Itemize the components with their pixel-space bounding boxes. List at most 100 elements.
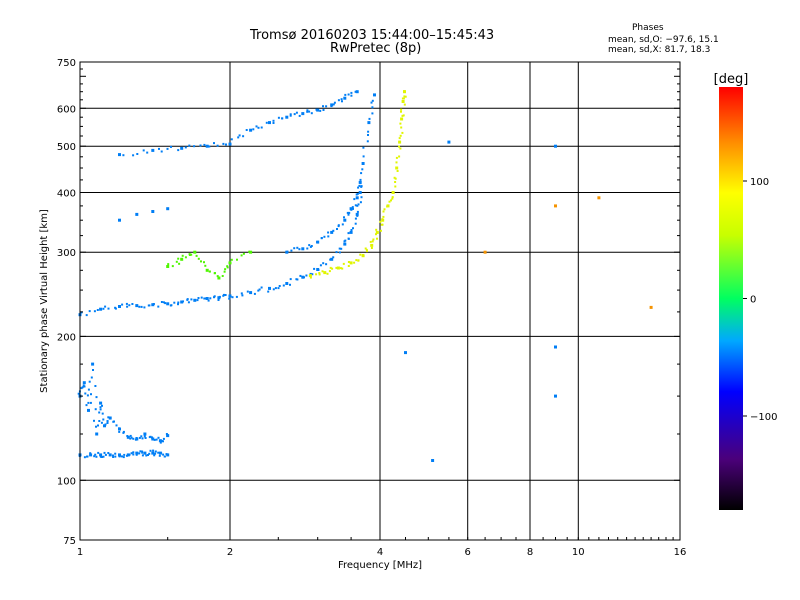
data-point — [240, 292, 243, 295]
data-point — [375, 230, 379, 234]
data-point — [348, 211, 351, 214]
data-point — [398, 140, 402, 144]
data-point — [131, 303, 134, 305]
data-point — [88, 380, 91, 383]
data-point — [379, 229, 382, 232]
data-point — [344, 239, 347, 242]
data-point — [166, 207, 170, 211]
data-point — [184, 146, 187, 149]
data-point — [347, 237, 350, 240]
data-point — [157, 451, 160, 454]
data-point — [245, 129, 248, 131]
data-point — [177, 257, 180, 260]
data-point — [108, 453, 112, 457]
data-point — [308, 110, 311, 113]
data-point — [329, 266, 332, 269]
data-point — [114, 452, 117, 455]
data-point — [325, 105, 328, 108]
data-point — [351, 206, 354, 209]
data-point — [228, 261, 232, 265]
data-point — [268, 286, 271, 290]
data-point — [128, 453, 131, 456]
data-point — [107, 452, 110, 454]
data-point — [431, 459, 435, 462]
data-point — [228, 297, 231, 300]
data-point — [103, 424, 106, 428]
data-point — [554, 144, 557, 148]
data-point — [177, 303, 179, 306]
data-point — [180, 300, 184, 304]
data-point — [186, 298, 189, 301]
data-point — [649, 305, 653, 309]
data-point — [135, 304, 139, 308]
data-point — [322, 262, 325, 265]
data-point — [293, 113, 296, 116]
data-point — [289, 278, 292, 281]
data-point — [104, 453, 107, 456]
data-point — [207, 299, 210, 302]
data-point — [237, 136, 240, 139]
data-point — [399, 147, 402, 150]
data-point — [85, 314, 88, 317]
data-point — [193, 145, 196, 148]
data-point — [358, 180, 362, 184]
data-point — [188, 254, 191, 256]
data-point — [394, 181, 397, 183]
data-point — [130, 452, 133, 455]
data-point — [306, 109, 309, 112]
data-point — [129, 434, 132, 437]
data-point — [362, 155, 365, 158]
data-point — [139, 450, 142, 453]
data-point — [308, 274, 312, 278]
data-point — [99, 401, 103, 405]
data-point — [393, 176, 396, 179]
data-point — [151, 437, 155, 441]
data-point — [404, 351, 407, 355]
data-point — [118, 218, 121, 222]
data-point — [366, 140, 369, 143]
data-point — [367, 121, 371, 125]
data-point — [323, 235, 326, 238]
y-tick-label: 500 — [57, 142, 76, 153]
data-point — [382, 215, 385, 218]
data-point — [106, 420, 109, 423]
data-point — [151, 210, 155, 213]
data-point — [347, 93, 350, 96]
data-point — [360, 196, 363, 199]
y-tick-label: 100 — [57, 476, 76, 487]
data-point — [235, 295, 238, 298]
data-point — [285, 115, 289, 119]
data-point — [335, 251, 338, 254]
data-point — [180, 146, 184, 150]
data-point — [170, 304, 173, 307]
data-point — [101, 456, 103, 458]
data-point — [151, 436, 154, 439]
data-point — [182, 300, 184, 303]
data-point — [197, 257, 200, 260]
data-point — [94, 453, 97, 456]
data-point — [138, 436, 141, 439]
y-tick-label: 400 — [57, 189, 76, 200]
data-point — [92, 369, 94, 371]
data-point — [112, 456, 115, 458]
x-tick-label: 4 — [377, 547, 383, 558]
data-point — [102, 418, 105, 421]
data-point — [97, 451, 100, 454]
colorbar-label: [deg] — [714, 72, 749, 87]
data-point — [158, 439, 162, 443]
data-point — [346, 211, 349, 214]
y-tick-label: 600 — [57, 104, 76, 115]
data-point — [357, 259, 360, 262]
data-point — [340, 247, 343, 250]
data-point — [369, 240, 372, 243]
data-point — [109, 417, 112, 420]
data-point — [375, 233, 377, 236]
data-point — [286, 250, 289, 253]
data-point — [296, 246, 299, 249]
data-point — [401, 97, 404, 100]
data-point — [180, 257, 184, 261]
data-point — [181, 254, 184, 257]
data-point — [253, 292, 256, 295]
colorbar-tick-label: 0 — [750, 295, 756, 306]
data-point — [370, 243, 374, 247]
